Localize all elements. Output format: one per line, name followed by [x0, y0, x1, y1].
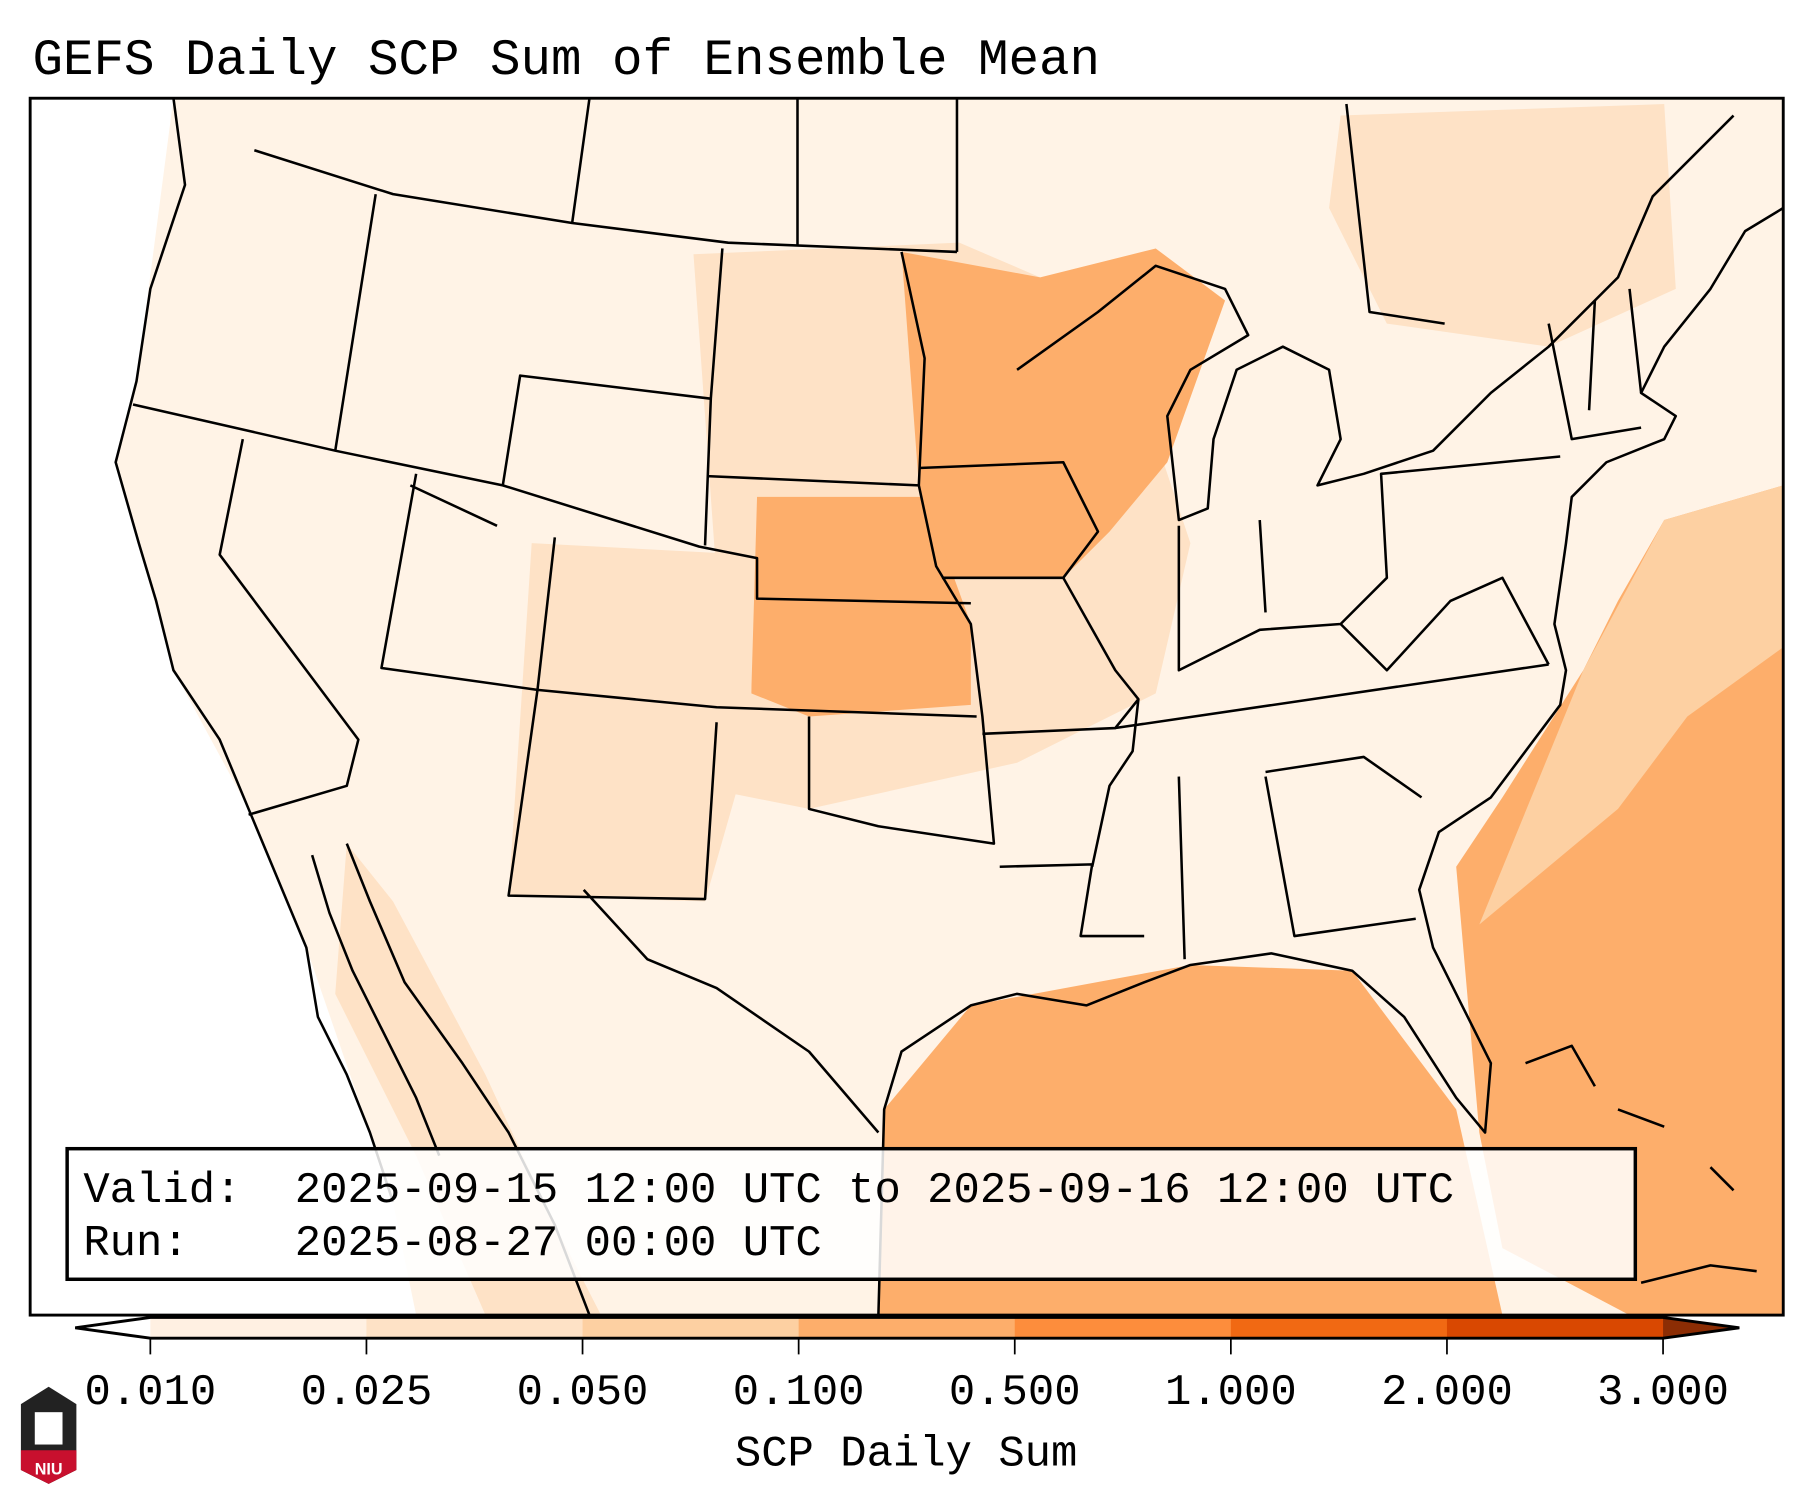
colorbar-segment	[1230, 1317, 1448, 1339]
scp-region	[508, 543, 752, 902]
valid-label: Valid:	[83, 1166, 241, 1216]
colorbar-tick-label: 0.010	[84, 1368, 216, 1418]
info-box: Valid: 2025-09-15 12:00 UTC to 2025-09-1…	[65, 1146, 1638, 1282]
coastlines	[114, 98, 1784, 1316]
colorbar-tick-label: 0.100	[733, 1368, 865, 1418]
colorbar-segment	[366, 1317, 584, 1339]
scp-region	[1329, 104, 1676, 347]
colorbar-tick-label: 2.000	[1381, 1368, 1513, 1418]
colorbar-tick-label: 0.050	[517, 1368, 649, 1418]
scp-field	[30, 98, 1784, 1316]
niu-logo: NIU	[20, 1386, 77, 1484]
colorbar-segment	[582, 1317, 800, 1339]
state-borders	[132, 98, 1643, 1134]
scp-region	[751, 496, 971, 717]
colorbar-extend-min	[75, 1317, 151, 1339]
scp-region	[901, 248, 1226, 578]
scp-region	[1479, 485, 1784, 925]
chart-title: GEFS Daily SCP Sum of Ensemble Mean	[32, 33, 1100, 90]
colorbar-extend-max	[1663, 1317, 1740, 1339]
colorbar-segment	[150, 1317, 368, 1339]
run-label: Run:	[83, 1219, 188, 1269]
colorbar-tick-label: 1.000	[1165, 1368, 1297, 1418]
colorbar-label: SCP Daily Sum	[735, 1429, 1078, 1479]
map	[30, 98, 1784, 1316]
colorbar-segment	[798, 1317, 1016, 1339]
valid-value: 2025-09-15 12:00 UTC to 2025-09-16 12:00…	[295, 1166, 1454, 1216]
map-frame	[28, 96, 1785, 1317]
colorbar-segment	[1014, 1317, 1232, 1339]
colorbar-tick-label: 0.500	[949, 1368, 1081, 1418]
scp-region	[30, 98, 417, 1316]
run-value: 2025-08-27 00:00 UTC	[295, 1219, 822, 1269]
colorbar-segment	[1446, 1317, 1664, 1339]
colorbar-tick-label: 3.000	[1597, 1368, 1729, 1418]
colorbar-tick-label: 0.025	[301, 1368, 433, 1418]
logo-text: NIU	[35, 1461, 63, 1479]
colorbar: 0.010 0.025 0.050 0.100 0.500 1.000 2.000 3.000	[75, 1315, 1740, 1418]
